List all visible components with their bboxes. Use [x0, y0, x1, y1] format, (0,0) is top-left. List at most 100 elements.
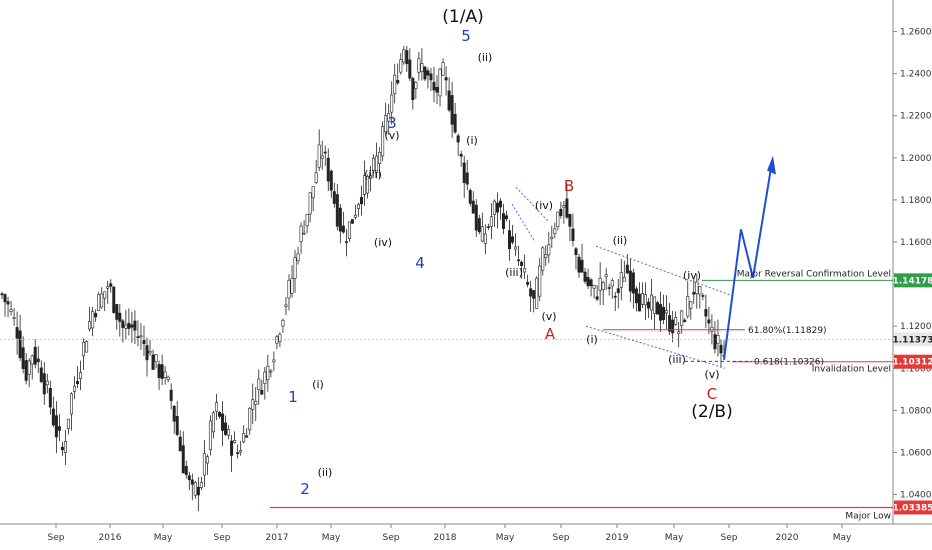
candle: [517, 245, 521, 266]
candle-body: [148, 350, 152, 354]
projection-arrowhead: [767, 155, 776, 175]
candle-body: [659, 304, 663, 321]
candle-body: [653, 296, 657, 314]
candle-body: [453, 113, 457, 133]
candle: [369, 165, 373, 192]
wave-label: (iv): [535, 199, 553, 212]
candle: [3, 293, 7, 317]
candle: [634, 286, 638, 312]
candle: [511, 225, 515, 245]
candle: [538, 258, 542, 302]
candle: [423, 65, 427, 82]
candle-body: [314, 172, 318, 183]
candle: [402, 45, 406, 65]
candle-body: [701, 295, 705, 297]
candle: [444, 66, 448, 96]
price-tag-bg: [894, 332, 932, 347]
candle-body: [308, 192, 312, 215]
candle-body: [299, 225, 303, 242]
candle-body: [115, 304, 119, 320]
candle-body: [372, 157, 376, 172]
candle-body: [326, 157, 330, 182]
candle-body: [260, 389, 264, 395]
candle: [190, 473, 194, 501]
y-tick-label: 1.04000: [900, 491, 932, 501]
wave-label: (iii): [668, 353, 686, 366]
candle-body: [571, 228, 575, 241]
candle-body: [480, 226, 484, 242]
candle-body: [586, 277, 590, 287]
candle: [251, 383, 255, 424]
candle: [0, 291, 4, 299]
candle-body: [305, 214, 309, 227]
candle: [592, 284, 596, 299]
y-tick-label: 1.16000: [900, 238, 932, 248]
candle: [653, 296, 657, 330]
candle-body: [57, 426, 61, 431]
candle: [30, 354, 34, 380]
candle-body: [432, 81, 436, 91]
price-tag-bg: [894, 354, 932, 369]
candle-body: [338, 207, 342, 232]
candle-body: [680, 310, 684, 327]
candle: [574, 246, 578, 270]
candle-body: [489, 216, 493, 227]
candle-body: [402, 49, 406, 63]
candle: [366, 174, 370, 199]
wave-label: 1: [288, 388, 298, 406]
price-axis[interactable]: 1.26000 1.24000 1.22000 1.20000 1.18000 1.160…: [893, 28, 932, 501]
candle-body: [169, 389, 173, 401]
candle: [622, 260, 626, 282]
candle-body: [142, 340, 146, 345]
candle: [175, 401, 179, 437]
candle-body: [504, 215, 508, 220]
wave-label: (iv): [683, 269, 701, 282]
candle: [526, 274, 530, 288]
candle: [483, 224, 487, 255]
candle-body: [665, 310, 669, 314]
candle: [18, 314, 22, 361]
price-tag: 1.03385: [893, 500, 932, 515]
candle: [489, 203, 493, 240]
x-tick-label: Sep: [48, 533, 65, 543]
candle-body: [414, 82, 418, 90]
candle: [378, 147, 382, 180]
candle-body: [390, 94, 394, 113]
candle: [260, 379, 264, 396]
candle: [293, 250, 297, 293]
candle: [91, 306, 95, 337]
x-tick-label: 2018: [434, 533, 457, 543]
candle-body: [704, 309, 708, 317]
candle-body: [420, 63, 424, 72]
price-tag: 1.11373: [893, 332, 932, 347]
candle-body: [278, 334, 282, 343]
candle: [82, 338, 86, 370]
time-axis[interactable]: Sep 2016 May Sep 2017 May Sep 2018 May Sep 2019 May…: [48, 524, 852, 543]
y-tick-label: 1.18000: [900, 196, 932, 206]
candle-body: [486, 226, 490, 228]
candle-body: [139, 335, 143, 338]
candle: [553, 222, 557, 239]
candle: [208, 415, 212, 456]
candle: [359, 185, 363, 216]
candle-body: [369, 175, 373, 179]
candle: [305, 214, 309, 234]
candle: [562, 200, 566, 224]
level-note: 61.80%(1.11829): [748, 326, 827, 336]
candle-body: [508, 230, 512, 250]
candle: [341, 211, 345, 234]
candle-body: [517, 259, 521, 262]
candle: [375, 142, 379, 179]
candle: [317, 129, 321, 172]
candle-body: [76, 381, 80, 384]
candle-body: [656, 302, 660, 315]
candle-body: [88, 321, 92, 330]
candle-body: [683, 319, 687, 322]
candle: [535, 276, 539, 309]
x-tick-label: May: [154, 533, 173, 543]
candle-body: [462, 162, 466, 183]
candle-body: [677, 331, 681, 334]
y-tick-label: 1.12000: [900, 322, 932, 332]
candle: [221, 401, 225, 447]
